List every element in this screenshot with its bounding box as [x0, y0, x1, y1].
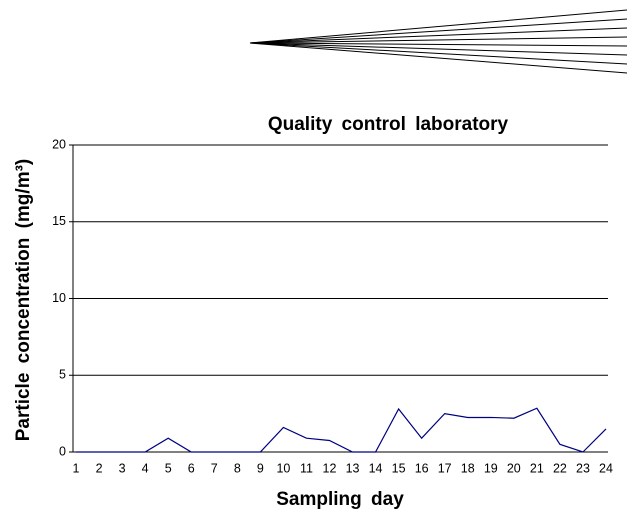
- x-tick-label: 24: [599, 461, 613, 475]
- x-tick-label: 15: [392, 461, 406, 475]
- x-tick-label: 17: [438, 461, 452, 475]
- x-tick-label: 2: [96, 461, 103, 475]
- x-tick-label: 4: [142, 461, 149, 475]
- y-axis-title: Particle concentration (mg/m³): [13, 159, 34, 442]
- x-tick-label: 14: [369, 461, 383, 475]
- x-tick-label: 18: [461, 461, 475, 475]
- x-axis-title: Sampling day: [276, 489, 404, 510]
- y-tick-label: 10: [52, 291, 66, 305]
- x-tick-label: 10: [276, 461, 290, 475]
- x-tick-label: 3: [119, 461, 126, 475]
- x-tick-label: 21: [530, 461, 544, 475]
- x-tick-label: 7: [211, 461, 218, 475]
- x-tick-label: 9: [257, 461, 264, 475]
- x-tick-label: 22: [553, 461, 567, 475]
- chart-title: Quality control laboratory: [268, 114, 509, 135]
- x-tick-label: 20: [507, 461, 521, 475]
- fan-decoration: [249, 9, 627, 74]
- data-line: [76, 407, 607, 453]
- x-tick-label: 8: [234, 461, 241, 475]
- x-tick-label: 16: [415, 461, 429, 475]
- x-tick-label: 1: [73, 461, 80, 475]
- y-tick-label: 0: [59, 444, 66, 458]
- x-tick-label: 13: [346, 461, 360, 475]
- x-tick-label: 12: [323, 461, 337, 475]
- x-tick-label: 23: [576, 461, 590, 475]
- y-tick-label: 15: [52, 214, 66, 228]
- y-tick-label: 5: [59, 368, 66, 382]
- x-tick-label: 19: [484, 461, 498, 475]
- x-tick-label: 5: [165, 461, 172, 475]
- x-tick-label: 6: [188, 461, 195, 475]
- x-tick-label: 11: [300, 461, 313, 475]
- y-tick-label: 20: [52, 137, 66, 151]
